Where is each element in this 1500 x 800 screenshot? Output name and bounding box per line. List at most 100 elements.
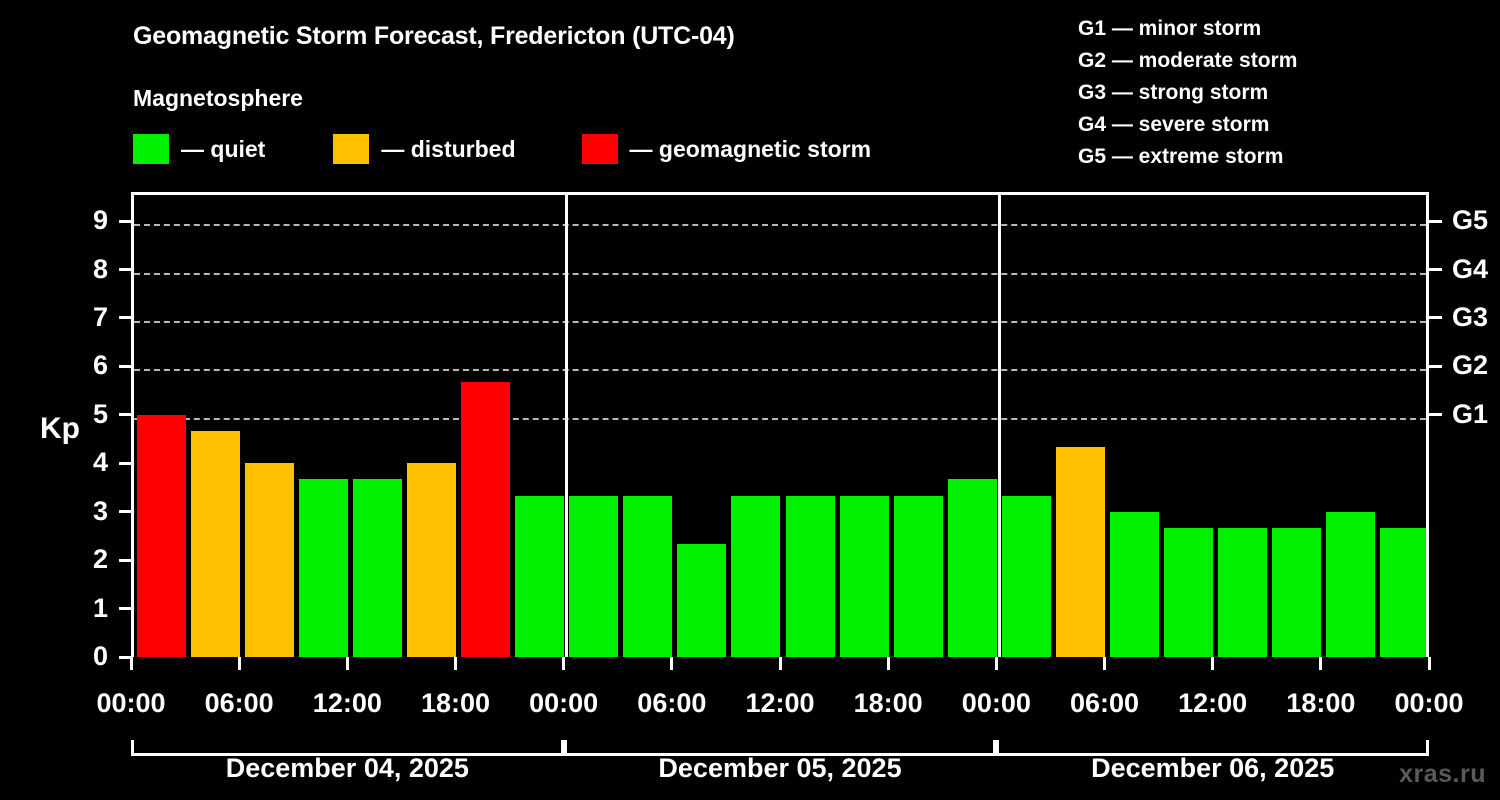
x-tick-label: 18:00	[1286, 688, 1356, 718]
bar	[839, 495, 889, 657]
y-tick-label: 5	[92, 398, 108, 429]
bar	[515, 495, 565, 657]
bar	[1272, 527, 1322, 657]
y-tick-mark	[119, 655, 131, 659]
legend-item-storm: — geomagnetic storm	[581, 132, 871, 166]
x-tick-mark	[1103, 657, 1106, 670]
x-tick-label: 12:00	[1178, 688, 1248, 718]
x-tick-label: 06:00	[204, 688, 274, 718]
day-separator-2	[997, 195, 1001, 657]
gridline-kp-9	[134, 224, 1426, 227]
y-tick-label: 8	[92, 253, 108, 284]
g-tick-mark	[1429, 268, 1442, 271]
bar-series	[134, 195, 1426, 657]
x-tick-label: 06:00	[637, 688, 707, 718]
y-tick-mark	[119, 413, 131, 417]
x-tick-mark	[237, 657, 241, 670]
y-tick-mark	[119, 219, 131, 223]
x-tick-label: 00:00	[96, 688, 166, 718]
bar	[731, 495, 781, 657]
x-tick-mark	[670, 657, 674, 670]
x-tick-mark	[778, 657, 782, 670]
magnetosphere-legend: — quiet — disturbed — geomagnetic storm	[133, 132, 871, 166]
y-tick-label: 1	[92, 592, 108, 623]
legend-item-disturbed: — disturbed	[333, 132, 516, 166]
day-caption: December 05, 2025	[658, 753, 902, 783]
g-scale-line-g4: G4 — severe storm	[1078, 113, 1270, 136]
bar	[677, 544, 727, 657]
y-tick-label: 9	[92, 205, 108, 236]
g-tick-mark	[1429, 316, 1442, 320]
gridline-kp-8	[134, 272, 1426, 275]
g-scale-legend: G1 — minor storm G2 — moderate storm G3 …	[1078, 13, 1297, 173]
x-tick-mark	[1319, 657, 1323, 670]
bar	[785, 495, 835, 657]
g-scale-line-g5: G5 — extreme storm	[1078, 145, 1284, 168]
x-tick-label: 06:00	[1069, 688, 1140, 718]
day-caption: December 06, 2025	[1091, 753, 1335, 783]
g-scale-line-g3: G3 — strong storm	[1078, 81, 1269, 104]
g-scale-line-g1: G1 — minor storm	[1078, 17, 1262, 40]
x-tick-label: 12:00	[312, 688, 382, 718]
legend-spacer	[265, 149, 333, 150]
y-tick-label: 3	[92, 495, 108, 526]
y-tick-label: 7	[92, 301, 108, 332]
day-caption: December 04, 2025	[225, 753, 469, 783]
gridline-kp-6	[134, 369, 1426, 372]
g-tick-label-g4: G4	[1452, 253, 1489, 284]
bar	[623, 495, 673, 657]
x-tick-mark	[129, 657, 133, 670]
y-tick-label: 0	[92, 641, 108, 671]
x-tick-label: 00:00	[1394, 688, 1464, 718]
g-tick-label-g1: G1	[1452, 398, 1489, 429]
x-tick-mark	[345, 657, 349, 670]
y-tick-label: 6	[92, 350, 108, 381]
legend-swatch-disturbed	[333, 134, 370, 164]
bar	[1218, 527, 1268, 657]
plot-area	[131, 192, 1429, 657]
bar	[893, 495, 943, 657]
y-tick-label: 2	[92, 544, 108, 575]
page-title: Geomagnetic Storm Forecast, Fredericton …	[133, 22, 735, 50]
legend-heading: Magnetosphere	[133, 85, 303, 111]
x-tick-mark	[994, 657, 998, 670]
x-tick-label: 18:00	[853, 688, 923, 718]
bar	[1164, 527, 1214, 657]
x-tick-mark	[562, 657, 566, 670]
bar	[461, 382, 511, 657]
bar	[1055, 447, 1105, 657]
bar	[298, 479, 348, 657]
legend-label-quiet: — quiet	[181, 135, 266, 162]
bar	[244, 463, 294, 657]
x-tick-mark	[1427, 657, 1431, 670]
day-separator-1	[565, 195, 569, 657]
legend-item-quiet: — quiet	[133, 132, 265, 166]
legend-swatch-quiet	[133, 134, 169, 164]
g-tick-label-g3: G3	[1452, 301, 1489, 332]
g-scale-line-g2: G2 — moderate storm	[1078, 49, 1298, 72]
legend-label-disturbed: — disturbed	[381, 135, 516, 162]
bar	[1001, 495, 1051, 657]
y-tick-mark	[119, 607, 131, 611]
g-tick-mark	[1429, 219, 1442, 223]
gridline-kp-5	[134, 417, 1426, 420]
watermark: xras.ru	[1399, 760, 1486, 788]
bar	[190, 430, 240, 657]
x-tick-label: 00:00	[529, 688, 599, 718]
x-tick-mark	[454, 657, 457, 670]
bar	[406, 463, 456, 657]
bar	[947, 479, 997, 657]
y-tick-mark	[119, 461, 131, 465]
g-tick-label-g2: G2	[1452, 350, 1489, 381]
y-tick-mark	[119, 510, 131, 514]
day-bracket	[996, 740, 1429, 756]
x-tick-mark	[886, 657, 890, 670]
bar	[1110, 511, 1160, 657]
x-tick-label: 00:00	[961, 688, 1031, 718]
bar	[1380, 527, 1426, 657]
x-tick-label: 18:00	[420, 688, 491, 718]
y-tick-mark	[119, 316, 131, 320]
bar	[352, 479, 402, 657]
y-axis-title: Kp	[40, 412, 80, 445]
